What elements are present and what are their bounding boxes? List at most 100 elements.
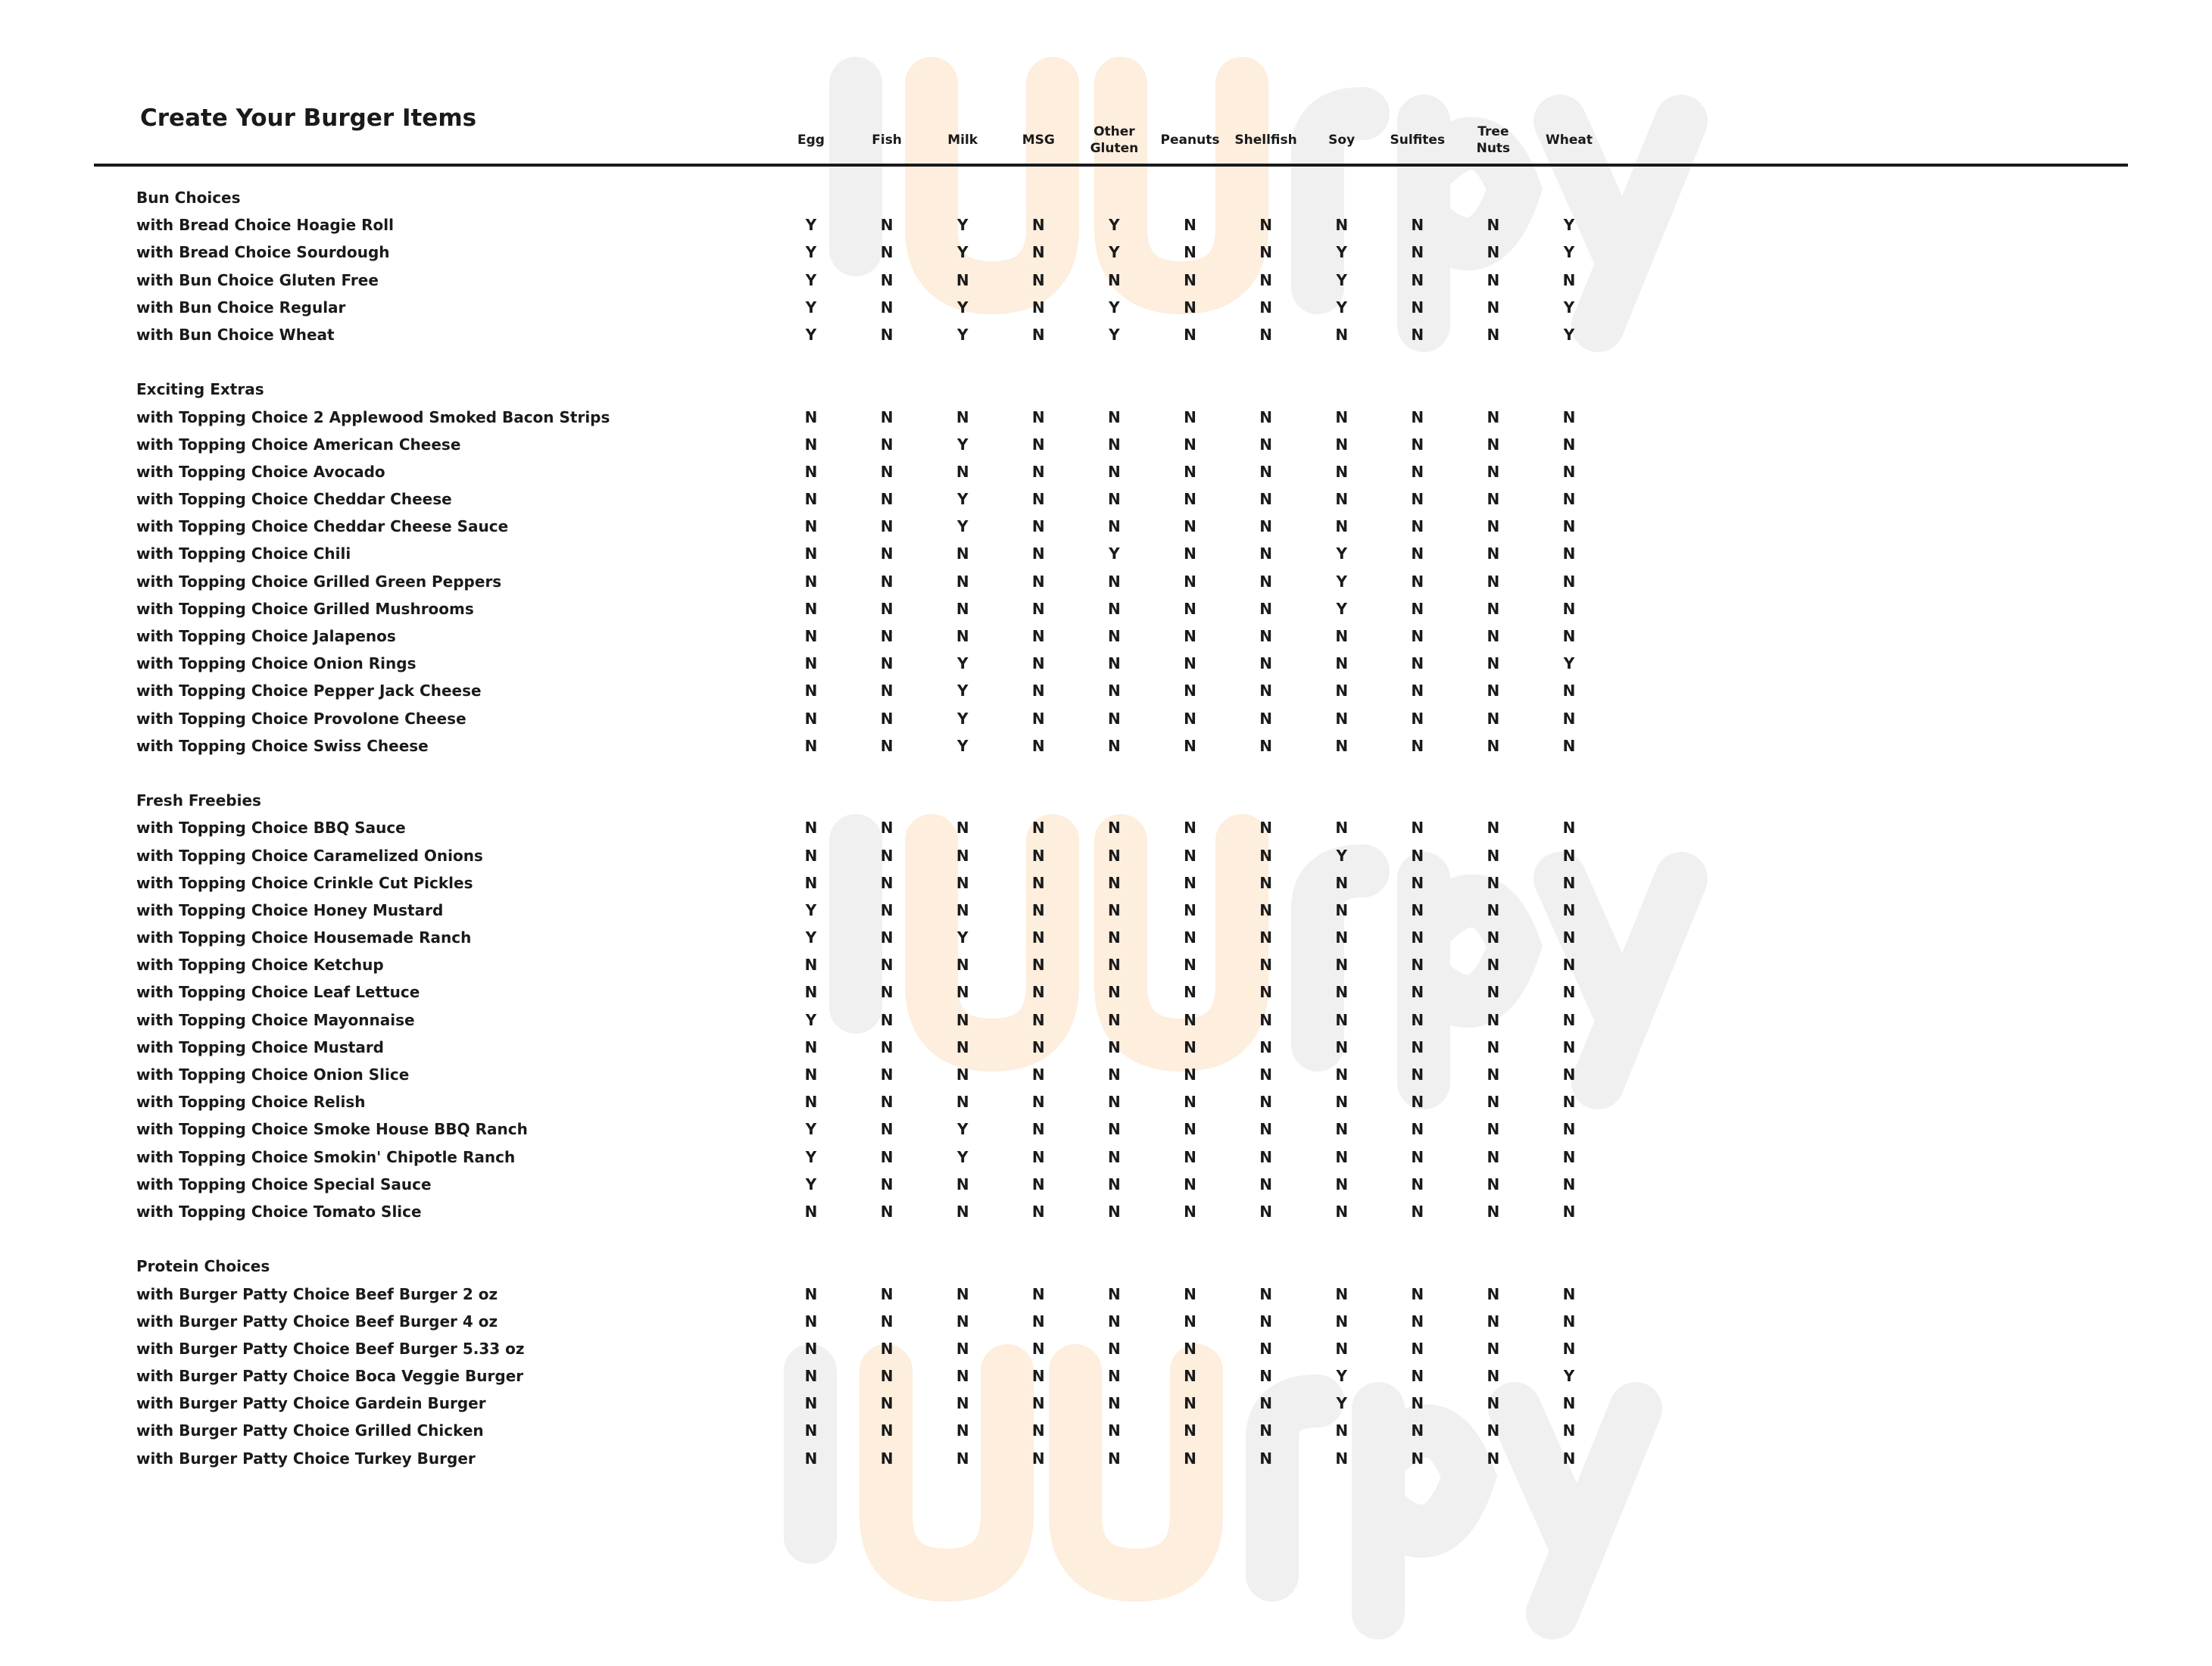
allergen-cell: N: [804, 956, 818, 975]
allergen-cell: Y: [956, 216, 969, 235]
allergen-cell: N: [1259, 1421, 1272, 1440]
allergen-cell: Y: [956, 1120, 969, 1139]
column-header-msg: MSG: [1022, 133, 1055, 148]
allergen-cell: N: [880, 654, 894, 673]
item-label: with Topping Choice Mustard: [136, 1037, 385, 1056]
allergen-cell: N: [1411, 846, 1424, 865]
allergen-cell: N: [1487, 1312, 1500, 1331]
allergen-cell: N: [1031, 1120, 1045, 1139]
allergen-cell: N: [1108, 956, 1121, 975]
allergen-cell: N: [1259, 1394, 1272, 1413]
table-row: with Topping Choice Grilled Mushrooms N N N…: [0, 595, 2212, 622]
allergen-cell: N: [1184, 1065, 1196, 1084]
allergen-cell: Y: [1109, 325, 1120, 344]
table-row: with Topping Choice Jalapenos N N N N N N N N N N N: [0, 622, 2212, 650]
allergen-cell: N: [1184, 682, 1196, 700]
allergen-cell: N: [880, 1284, 894, 1303]
item-label: with Topping Choice Cheddar Cheese Sauce: [136, 517, 509, 536]
allergen-cell: N: [1259, 627, 1272, 645]
allergen-cell: N: [1562, 407, 1576, 426]
allergen-cell: N: [956, 873, 969, 892]
allergen-cell: N: [880, 298, 894, 317]
table-row: with Topping Choice Chili N N N N Y N N Y N N N: [0, 540, 2212, 567]
allergen-cell: N: [804, 1312, 818, 1331]
allergen-cell: N: [1108, 1202, 1121, 1221]
table-row: with Bread Choice Hoagie Roll Y N Y N Y N N N N N Y: [0, 211, 2212, 239]
allergen-cell: N: [1562, 1339, 1576, 1358]
allergen-cell: N: [1031, 736, 1045, 755]
table-row: with Burger Patty Choice Beef Burger 4 o…: [0, 1308, 2212, 1335]
allergen-cell: N: [1335, 1339, 1349, 1358]
item-label: with Topping Choice Ketchup: [136, 956, 384, 975]
allergen-cell: N: [1335, 462, 1349, 481]
allergen-cell: N: [1184, 435, 1196, 454]
allergen-cell: N: [880, 1202, 894, 1221]
allergen-cell: N: [1108, 846, 1121, 865]
column-header-egg: Egg: [797, 133, 825, 148]
allergen-cell: N: [1031, 1449, 1045, 1468]
allergen-cell: N: [1335, 325, 1349, 344]
allergen-cell: N: [804, 572, 818, 591]
allergen-cell: N: [1487, 462, 1500, 481]
item-label: with Topping Choice Relish: [136, 1093, 366, 1112]
allergen-cell: N: [804, 1339, 818, 1358]
allergen-cell: N: [880, 517, 894, 536]
allergen-cell: N: [1259, 517, 1272, 536]
item-label: with Topping Choice Pepper Jack Cheese: [136, 682, 482, 700]
table-row: with Topping Choice Smokin' Chipotle Ran…: [0, 1143, 2212, 1171]
column-header-milk: Milk: [947, 133, 978, 148]
allergen-cell: N: [804, 599, 818, 618]
allergen-cell: N: [1259, 1367, 1272, 1386]
item-label: with Topping Choice Housemade Ranch: [136, 928, 472, 947]
allergen-cell: N: [1184, 709, 1196, 728]
item-label: with Burger Patty Choice Beef Burger 2 o…: [136, 1284, 498, 1303]
allergen-cell: Y: [956, 928, 969, 947]
allergen-cell: N: [1259, 243, 1272, 262]
allergen-cell: N: [880, 1449, 894, 1468]
table-row: with Topping Choice Housemade Ranch Y N Y N N…: [0, 924, 2212, 951]
allergen-cell: N: [1031, 846, 1045, 865]
allergen-cell: N: [1031, 572, 1045, 591]
allergen-cell: N: [1259, 928, 1272, 947]
allergen-cell: N: [1562, 544, 1576, 563]
allergen-cell: N: [880, 572, 894, 591]
item-label: with Topping Choice Cheddar Cheese: [136, 490, 452, 509]
allergen-cell: N: [1562, 956, 1576, 975]
item-label: with Topping Choice Caramelized Onions: [136, 846, 483, 865]
allergen-cell: N: [1487, 1394, 1500, 1413]
table-row: with Burger Patty Choice Boca Veggie Bur…: [0, 1362, 2212, 1390]
allergen-cell: N: [804, 490, 818, 509]
item-label: with Topping Choice Mayonnaise: [136, 1010, 415, 1029]
allergen-cell: N: [880, 407, 894, 426]
allergen-cell: N: [956, 1312, 969, 1331]
allergen-cell: N: [1335, 1175, 1349, 1193]
allergen-cell: N: [1108, 1394, 1121, 1413]
allergen-cell: N: [1335, 682, 1349, 700]
table-row: with Topping Choice Pepper Jack Cheese N N…: [0, 677, 2212, 704]
section-header: Bun Choices: [0, 184, 2212, 211]
allergen-cell: N: [1259, 1010, 1272, 1029]
allergen-cell: N: [804, 462, 818, 481]
allergen-cell: N: [1487, 599, 1500, 618]
allergen-cell: N: [1411, 243, 1424, 262]
allergen-cell: N: [1487, 407, 1500, 426]
allergen-cell: N: [804, 1065, 818, 1084]
allergen-cell: N: [804, 1202, 818, 1221]
allergen-cell: N: [1031, 1010, 1045, 1029]
allergen-cell: N: [1031, 1312, 1045, 1331]
allergen-cell: N: [1487, 928, 1500, 947]
allergen-cell: N: [1031, 819, 1045, 838]
allergen-cell: N: [1411, 736, 1424, 755]
allergen-cell: N: [1184, 490, 1196, 509]
allergen-cell: N: [1259, 1202, 1272, 1221]
table-row: with Topping Choice Cheddar Cheese Sauce…: [0, 513, 2212, 540]
allergen-cell: Y: [1563, 243, 1575, 262]
allergen-cell: N: [1184, 1147, 1196, 1166]
allergen-cell: N: [1487, 956, 1500, 975]
table-row: with Topping Choice Crinkle Cut Pickles N…: [0, 869, 2212, 897]
allergen-cell: N: [1335, 819, 1349, 838]
allergen-cell: N: [880, 709, 894, 728]
allergen-cell: N: [1031, 243, 1045, 262]
allergen-cell: N: [804, 1421, 818, 1440]
allergen-cell: N: [1562, 1284, 1576, 1303]
